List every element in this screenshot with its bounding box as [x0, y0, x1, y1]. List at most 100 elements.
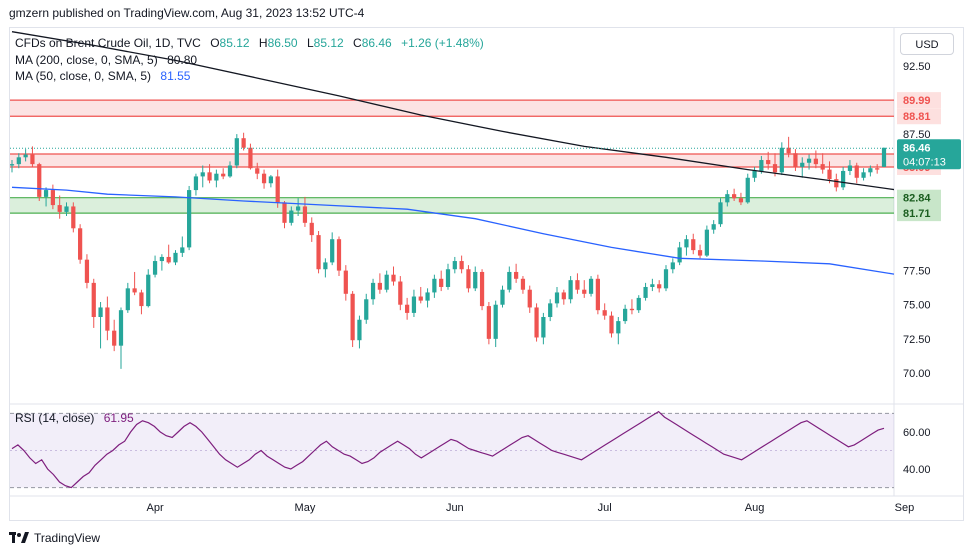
- candle-body-76: [527, 289, 532, 308]
- price-tick-label-3: 77.50: [903, 266, 931, 278]
- legend-change: +1.26 (+1.48%): [401, 36, 484, 50]
- candle-body-28: [200, 172, 205, 177]
- candle-body-61: [425, 292, 430, 301]
- candle-body-87: [602, 310, 607, 316]
- currency-button[interactable]: USD: [900, 33, 954, 55]
- candle-body-32: [227, 165, 233, 177]
- legend-ma200-row: MA (200, close, 0, SMA, 5) 80.80: [15, 53, 197, 67]
- price-level-label-5: 81.71: [903, 208, 931, 220]
- candle-body-127: [875, 168, 880, 170]
- time-tick-label-2: Jun: [446, 502, 464, 514]
- candle-body-39: [275, 176, 280, 203]
- legend-rsi-row: RSI (14, close) 61.95: [15, 411, 134, 425]
- candle-body-113: [779, 147, 784, 173]
- candle-body-42: [296, 206, 301, 211]
- candle-body-9: [71, 206, 76, 229]
- candle-body-73: [507, 271, 512, 290]
- candle-body-114: [786, 147, 791, 154]
- price-level-tag-5: [897, 205, 941, 222]
- candle-body-41: [289, 210, 294, 223]
- candle-body-69: [479, 271, 485, 307]
- legend-ma50-row: MA (50, close, 0, SMA, 5) 81.55: [15, 69, 190, 83]
- footer-brand[interactable]: TradingView: [9, 531, 100, 545]
- legend-ma50-value: 81.55: [160, 69, 191, 83]
- candle-body-94: [650, 284, 655, 287]
- candle-body-82: [568, 280, 573, 300]
- candle-body-47: [330, 239, 335, 263]
- price-level-tag-0: [897, 92, 941, 109]
- legend-high: H86.50: [258, 36, 298, 50]
- legend-close: C86.46: [353, 36, 392, 50]
- time-tick-label-1: May: [295, 502, 316, 514]
- candle-body-67: [466, 269, 471, 289]
- price-tick-label-2: 75.00: [903, 300, 931, 312]
- candle-body-55: [384, 274, 389, 290]
- candle-body-2: [23, 154, 28, 158]
- legend-open: O85.12: [210, 36, 250, 50]
- candle-body-8: [64, 206, 69, 212]
- candle-body-36: [255, 168, 260, 174]
- candle-body-116: [800, 162, 805, 167]
- price-level-tag-4: [897, 189, 941, 206]
- candle-body-60: [418, 296, 423, 301]
- candle-body-100: [691, 239, 696, 251]
- candle-body-59: [411, 296, 417, 313]
- candle-body-31: [221, 173, 226, 177]
- candle-body-124: [854, 165, 859, 178]
- candle-body-15: [112, 330, 117, 346]
- candle-body-125: [861, 172, 866, 178]
- candle-body-118: [813, 158, 818, 165]
- rsi-line: [11, 410, 885, 489]
- legend-ma50-label: MA (50, close, 0, SMA, 5): [15, 69, 152, 83]
- candle-body-51: [357, 319, 362, 341]
- candle-body-85: [588, 278, 594, 294]
- price-tick-label-1: 72.50: [903, 334, 931, 346]
- candle-body-110: [759, 160, 764, 171]
- candle-body-29: [207, 172, 212, 181]
- candle-body-44: [309, 222, 314, 236]
- zone-resistance-0: [10, 100, 894, 117]
- candle-body-20: [146, 274, 151, 307]
- price-tick-label-0: 70.00: [903, 368, 931, 380]
- candle-body-90: [623, 308, 628, 322]
- candle-body-107: [738, 198, 744, 203]
- candle-body-54: [377, 282, 382, 290]
- candle-body-120: [827, 169, 832, 180]
- legend-symbol: CFDs on Brent Crude Oil, 1D, TVC: [15, 36, 201, 50]
- candle-body-96: [663, 269, 669, 289]
- candle-body-95: [657, 284, 662, 289]
- candle-body-27: [193, 176, 199, 191]
- candle-body-30: [214, 173, 219, 181]
- candle-body-126: [868, 168, 873, 173]
- candle-body-84: [582, 289, 587, 294]
- last-price-label: 86.46: [903, 142, 931, 154]
- candle-body-80: [554, 292, 560, 304]
- candle-body-12: [91, 282, 96, 318]
- candle-body-119: [820, 164, 825, 170]
- candle-body-63: [439, 278, 444, 287]
- candle-body-50: [350, 293, 355, 341]
- candle-body-16: [118, 310, 124, 346]
- candle-body-24: [173, 252, 178, 263]
- candle-body-79: [548, 303, 553, 318]
- time-tick-label-4: Aug: [745, 502, 765, 514]
- candle-body-19: [139, 292, 144, 307]
- candle-body-13: [98, 307, 103, 318]
- rsi-tick-label-0: 40.00: [903, 464, 931, 476]
- candle-body-117: [806, 158, 812, 163]
- candle-body-91: [629, 308, 635, 311]
- zone-support-2: [10, 197, 894, 214]
- time-tick-label-3: Jul: [598, 502, 612, 514]
- rsi-tick-label-1: 60.00: [903, 427, 931, 439]
- time-tick-label-0: Apr: [147, 502, 164, 514]
- candle-body-58: [405, 304, 410, 313]
- time-tick-label-5: Sep: [895, 502, 915, 514]
- candle-body-64: [445, 269, 451, 287]
- candle-body-17: [125, 288, 130, 311]
- candle-body-52: [364, 299, 369, 320]
- candle-body-0: [10, 164, 15, 166]
- ma50-line: [11, 186, 894, 275]
- countdown-label: 04:07:13: [903, 156, 946, 168]
- footer-brand-text: TradingView: [34, 531, 101, 545]
